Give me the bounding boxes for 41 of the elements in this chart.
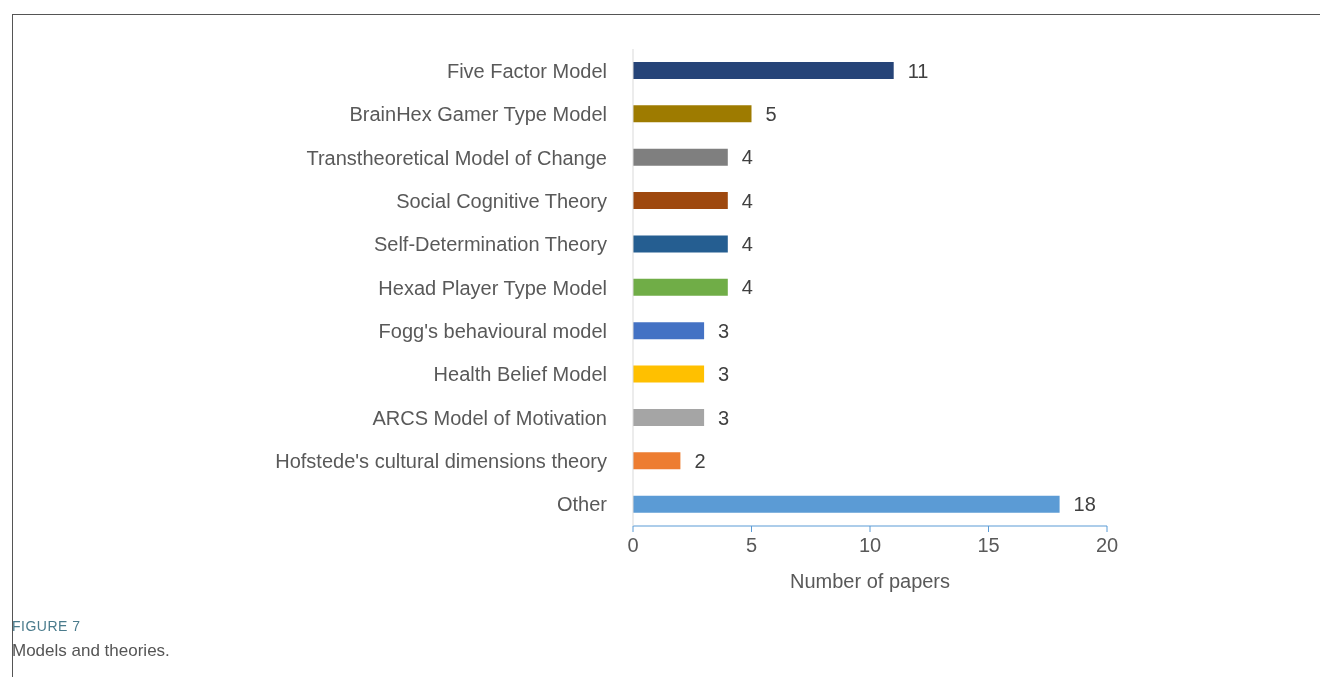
data-label: 3	[718, 363, 730, 386]
x-tick-label: 5	[745, 534, 758, 557]
data-label: 3	[718, 406, 730, 429]
x-tick-label: 10	[858, 534, 882, 557]
y-tick-label: Other	[556, 493, 608, 516]
data-label: 3	[718, 319, 730, 342]
bar	[633, 235, 728, 253]
y-tick-label: ARCS Model of Motivation	[372, 406, 607, 429]
y-tick-label: BrainHex Gamer Type Model	[349, 103, 607, 126]
data-label: 5	[765, 102, 777, 125]
bar	[633, 105, 752, 123]
y-tick-label: Social Cognitive Theory	[396, 189, 607, 212]
x-tick-label: 0	[627, 534, 639, 557]
data-label: 18	[1073, 493, 1096, 516]
bar	[633, 365, 705, 383]
caption: FIGURE 7	[12, 618, 81, 634]
data-label: 4	[741, 146, 753, 169]
bar	[633, 452, 681, 470]
x-axis-title: Number of papers	[788, 570, 952, 593]
text: Models and theories.	[12, 641, 170, 661]
bar	[633, 62, 894, 79]
bar	[633, 192, 728, 210]
data-label: 4	[741, 189, 753, 212]
y-tick-label: Hofstede's cultural dimensions theory	[275, 450, 607, 473]
bar	[633, 322, 705, 340]
x-tick-label: 15	[977, 534, 1000, 557]
y-tick-label: Health Belief Model	[433, 363, 607, 386]
y-tick-label: Self-Determination Theory	[373, 233, 607, 256]
y-tick-label: Hexad Player Type Model	[378, 276, 607, 299]
data-label: 11	[907, 59, 929, 82]
bar	[633, 495, 1060, 513]
x-tick-label: 20	[1095, 534, 1119, 557]
y-tick-label: Fogg's behavioural model	[378, 319, 607, 342]
data-label: 4	[741, 233, 753, 256]
bar	[633, 148, 728, 166]
data-label: 4	[741, 276, 753, 299]
bar	[633, 278, 728, 296]
y-tick-label: Transtheoretical Model of Change	[306, 146, 607, 169]
data-label: 2	[694, 449, 706, 472]
y-tick-label: Five Factor Model	[446, 59, 607, 82]
bar	[633, 408, 705, 426]
